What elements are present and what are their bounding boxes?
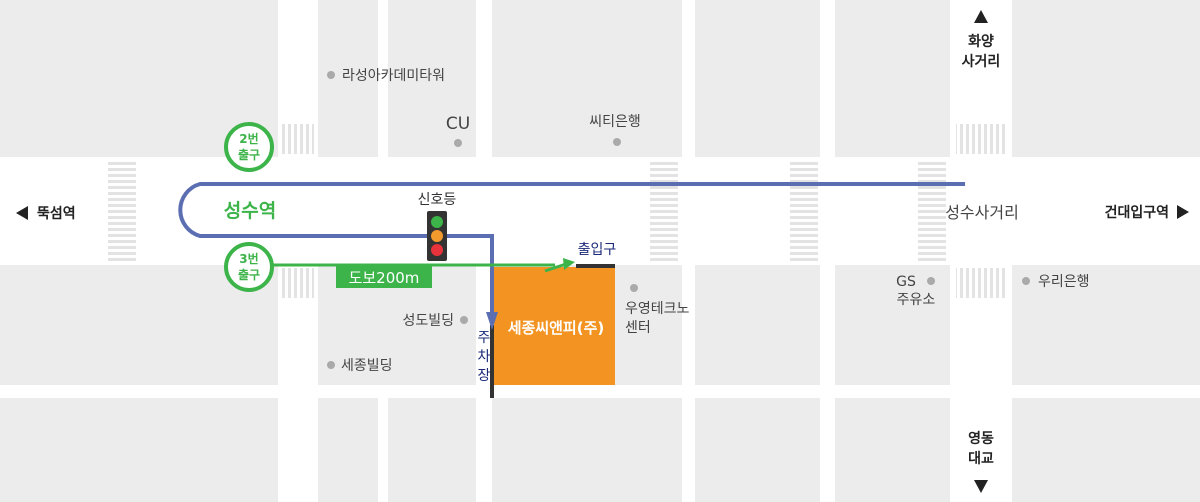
company-label: 세종씨앤피(주) (508, 319, 605, 337)
landmark-dot (327, 71, 335, 79)
intersection-label: 성수사거리 (945, 203, 1019, 222)
walk-distance-badge (336, 265, 432, 288)
exit-2-label-line2: 출구 (238, 147, 260, 162)
svg-text:CU: CU (446, 114, 470, 134)
landmark-dot (1022, 277, 1030, 285)
driving-route (178, 182, 965, 318)
landmark-dot (927, 277, 935, 285)
svg-text:영동: 영동 (968, 430, 994, 447)
exit-3-badge (224, 242, 274, 292)
exit-3-label-line2: 출구 (238, 267, 260, 282)
traffic-light-icon (427, 211, 447, 261)
landmark-sejong-building: 세종빌딩 (327, 358, 393, 374)
svg-text:사거리: 사거리 (962, 54, 1001, 70)
parking-label-2: 차 (478, 349, 491, 365)
crosswalks (108, 124, 1006, 298)
svg-text:대교: 대교 (968, 451, 994, 467)
parking-label-1: 주 (478, 330, 491, 346)
svg-text:GS: GS (896, 274, 916, 290)
landmark-dot (454, 139, 462, 147)
exit-2-label-line1: 2번 (239, 131, 258, 146)
landmark-seongdo: 성도빌딩 (402, 313, 468, 329)
landmark-cu: CU (446, 114, 470, 147)
svg-text:센터: 센터 (625, 320, 651, 336)
svg-text:뚝섬역: 뚝섬역 (37, 205, 76, 222)
landmark-woori: 우리은행 (1022, 274, 1090, 290)
company-building (494, 267, 615, 385)
walking-route-arrow-icon (563, 258, 575, 270)
landmark-dot (327, 361, 335, 369)
svg-text:건대입구역: 건대입구역 (1105, 204, 1169, 221)
arrow-up-icon (974, 10, 988, 23)
exit-2-badge (224, 122, 274, 172)
driving-route-arrow-icon (486, 312, 498, 330)
direction-east: 건대입구역 (1105, 204, 1189, 221)
svg-text:우리은행: 우리은행 (1038, 274, 1090, 290)
arrow-left-icon (16, 206, 28, 220)
landmark-dot (460, 316, 468, 324)
arrow-right-icon (1177, 205, 1189, 219)
svg-text:씨티은행: 씨티은행 (589, 114, 641, 130)
arrow-down-icon (974, 480, 988, 493)
traffic-light-label: 신호등 (418, 192, 457, 208)
svg-text:세종빌딩: 세종빌딩 (341, 358, 393, 374)
exit-3-label-line1: 3번 (239, 251, 258, 266)
svg-text:우영테크노: 우영테크노 (625, 301, 690, 317)
svg-text:주유소: 주유소 (897, 292, 936, 308)
direction-south: 영동 대교 (968, 430, 994, 493)
landmark-wooyoung: 우영테크노 센터 (625, 284, 690, 336)
station-name: 성수역 (224, 200, 276, 222)
walking-route-entrance-segment (544, 262, 567, 273)
svg-text:라성아카데미타워: 라성아카데미타워 (342, 68, 445, 84)
walk-distance-label: 도보200m (349, 269, 420, 287)
direction-north: 화양 사거리 (962, 10, 1001, 70)
direction-west: 뚝섬역 (16, 205, 76, 222)
svg-text:성도빌딩: 성도빌딩 (402, 313, 454, 329)
landmark-dot (630, 284, 638, 292)
parking-label-3: 장 (478, 368, 491, 384)
landmark-lasung: 라성아카데미타워 (327, 68, 445, 84)
landmark-gs: GS 주유소 (896, 274, 935, 308)
landmark-citibank: 씨티은행 (589, 114, 641, 146)
entrance-label: 출입구 (578, 242, 617, 258)
landmark-dot (613, 138, 621, 146)
svg-text:화양: 화양 (968, 34, 994, 50)
